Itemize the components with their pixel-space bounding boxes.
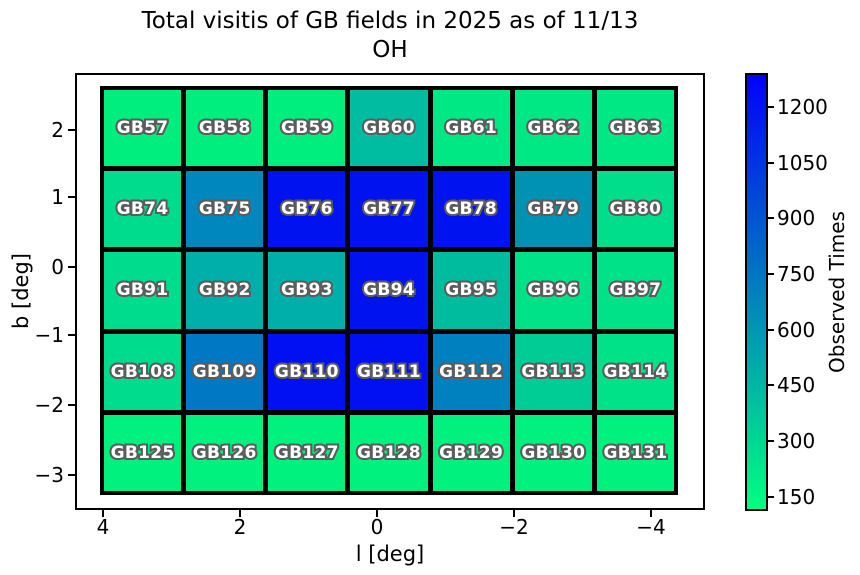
colorbar-tick-label: 600	[777, 318, 816, 342]
colorbar-tick-label: 300	[777, 429, 816, 453]
heatmap-cell-gb128: GB128	[350, 414, 428, 491]
heatmap-cell-gb131: GB131	[596, 414, 674, 491]
heatmap-cell-gb129: GB129	[432, 414, 510, 491]
x-axis-tickmark	[376, 510, 378, 517]
y-axis-tick-label: 2	[51, 118, 64, 142]
y-axis-tick-label: 1	[51, 185, 64, 209]
heatmap-cell-gb78: GB78	[432, 171, 510, 248]
colorbar-tickmark	[768, 273, 774, 275]
heatmap-cell-gb80: GB80	[596, 171, 674, 248]
heatmap-cell-gb59: GB59	[268, 90, 346, 167]
heatmap-cell-gb111: GB111	[350, 333, 428, 410]
heatmap-cell-gb96: GB96	[514, 252, 592, 329]
heatmap-cell-gb79: GB79	[514, 171, 592, 248]
colorbar-tickmark	[768, 162, 774, 164]
heatmap-cell-gb112: GB112	[432, 333, 510, 410]
x-axis-tick-label: 2	[233, 515, 247, 539]
heatmap-cell-gb61: GB61	[432, 90, 510, 167]
x-axis-tick-label: 4	[96, 515, 110, 539]
heatmap-cell-gb92: GB92	[186, 252, 264, 329]
heatmap-cell-gb127: GB127	[268, 414, 346, 491]
x-axis-tick-label: −2	[499, 515, 529, 539]
y-axis-tick-label: 0	[51, 255, 64, 279]
y-axis-tickmark	[68, 196, 75, 198]
colorbar-tickmark	[768, 217, 774, 219]
heatmap-cell-gb113: GB113	[514, 333, 592, 410]
x-axis-tickmark	[102, 510, 104, 517]
heatmap-cell-gb114: GB114	[596, 333, 674, 410]
heatmap-cell-gb75: GB75	[186, 171, 264, 248]
heatmap-cell-gb74: GB74	[104, 171, 182, 248]
colorbar-label: Observed Times	[825, 211, 849, 373]
x-axis-tick-label: −4	[636, 515, 666, 539]
heatmap-grid: GB57 GB58 GB59 GB60 GB61 GB62 GB63 GB74 GB75 GB76…	[100, 86, 678, 495]
y-axis-tickmark	[68, 266, 75, 268]
colorbar-tickmark	[768, 384, 774, 386]
heatmap-cell-gb93: GB93	[268, 252, 346, 329]
colorbar-tick-label: 150	[777, 485, 816, 509]
heatmap-cell-gb62: GB62	[514, 90, 592, 167]
x-axis-tickmark	[239, 510, 241, 517]
y-axis-tickmark	[68, 334, 75, 336]
heatmap-cell-gb76: GB76	[268, 171, 346, 248]
y-axis-tickmark	[68, 404, 75, 406]
colorbar-tick-label: 900	[777, 206, 816, 230]
colorbar-gradient	[745, 73, 768, 511]
y-axis-tick-label: −2	[34, 393, 64, 417]
heatmap-cell-gb63: GB63	[596, 90, 674, 167]
heatmap-cell-gb60: GB60	[350, 90, 428, 167]
heatmap-cell-gb91: GB91	[104, 252, 182, 329]
heatmap-cell-gb126: GB126	[186, 414, 264, 491]
heatmap-cell-gb108: GB108	[104, 333, 182, 410]
y-axis-tick-label: −3	[34, 463, 64, 487]
heatmap-cell-gb57: GB57	[104, 90, 182, 167]
colorbar-tickmark	[768, 106, 774, 108]
heatmap-cell-gb130: GB130	[514, 414, 592, 491]
plot-area	[75, 73, 705, 510]
y-axis-tick-label: −1	[34, 323, 64, 347]
heatmap-cell-gb77: GB77	[350, 171, 428, 248]
y-axis-tickmark	[68, 129, 75, 131]
colorbar-tick-label: 1050	[777, 151, 828, 175]
x-axis-tickmark	[513, 510, 515, 517]
heatmap-cell-gb109: GB109	[186, 333, 264, 410]
heatmap-cell-gb110: GB110	[268, 333, 346, 410]
colorbar-tick-label: 750	[777, 262, 816, 286]
colorbar-tickmark	[768, 329, 774, 331]
heatmap-cell-gb58: GB58	[186, 90, 264, 167]
colorbar-tick-label: 1200	[777, 95, 828, 119]
colorbar-tickmark	[768, 496, 774, 498]
heatmap-cell-gb94: GB94	[350, 252, 428, 329]
heatmap-cell-gb95: GB95	[432, 252, 510, 329]
x-axis-tickmark	[650, 510, 652, 517]
chart-title-line1: Total visitis of GB fields in 2025 as of…	[141, 8, 639, 34]
x-axis-label: l [deg]	[355, 542, 425, 566]
colorbar-tick-label: 450	[777, 373, 816, 397]
heatmap-cell-gb125: GB125	[104, 414, 182, 491]
y-axis-tickmark	[68, 474, 75, 476]
y-axis-label: b [deg]	[9, 253, 33, 329]
x-axis-tick-label: 0	[370, 515, 384, 539]
chart-title-line2: OH	[372, 37, 408, 63]
colorbar-tickmark	[768, 440, 774, 442]
heatmap-cell-gb97: GB97	[596, 252, 674, 329]
